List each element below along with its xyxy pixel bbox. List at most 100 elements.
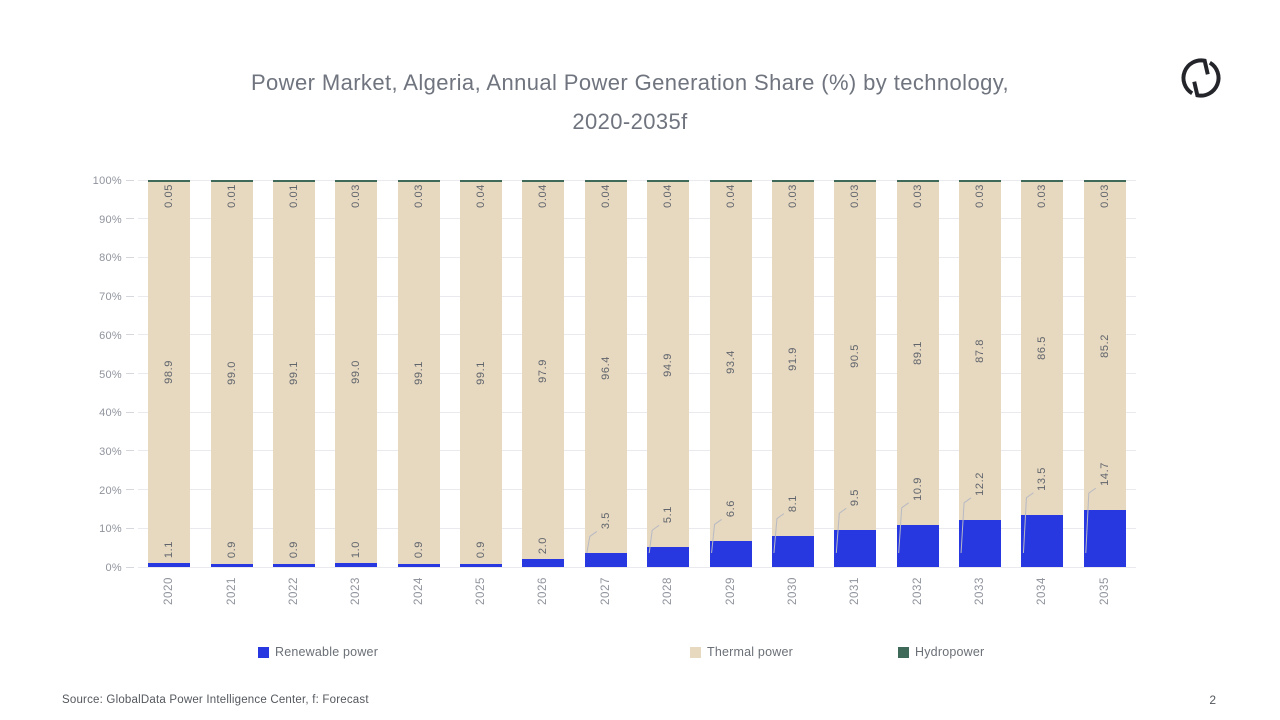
gridline — [138, 179, 1136, 181]
segment-renewable — [335, 563, 378, 567]
renewable-value-label: 6.6 — [724, 500, 737, 518]
segment-renewable — [771, 535, 814, 567]
thermal-value-label: 90.5 — [849, 344, 862, 368]
segment-renewable — [1021, 514, 1064, 567]
thermal-swatch-icon — [690, 646, 701, 658]
x-axis-label: 2028 — [662, 577, 675, 605]
segment-renewable — [1083, 510, 1126, 567]
renewable-value-label: 3.5 — [599, 512, 612, 530]
segment-thermal — [210, 181, 253, 564]
segment-renewable — [959, 519, 1002, 567]
generation-share-chart: 0% 10% 20% 30% 40% 50% 60% 70% 80% 90% 100% 0.05 98.… — [93, 175, 1136, 605]
segment-renewable — [397, 563, 440, 567]
y-axis-label: 40% — [99, 407, 122, 420]
bar-2033: 0.03 87.8 12.2 2033 — [949, 180, 1011, 605]
segment-renewable — [834, 530, 877, 567]
renewable-value-label: 2.0 — [537, 537, 550, 555]
bar-2035: 0.03 85.2 14.7 2035 — [1074, 180, 1136, 605]
x-axis-label: 2021 — [225, 577, 238, 605]
bar-2029: 0.04 93.4 6.6 2029 — [699, 180, 761, 605]
renewable-value-label: 1.1 — [163, 540, 176, 558]
legend-item-thermal: Thermal power — [690, 645, 793, 659]
renewable-value-label: 12.2 — [974, 471, 987, 496]
gridline — [138, 527, 1136, 529]
renewable-value-label: 10.9 — [911, 477, 924, 501]
segment-renewable — [210, 563, 253, 567]
segment-hydropower — [335, 180, 378, 182]
x-axis-label: 2032 — [911, 577, 924, 605]
thermal-value-label: 99.0 — [350, 360, 363, 385]
bar-2027: 0.04 96.4 3.5 2027 — [575, 180, 637, 605]
segment-thermal — [272, 181, 315, 564]
renewable-value-label: 5.1 — [662, 506, 675, 524]
segment-hydropower — [771, 180, 814, 182]
y-axis-tick — [126, 450, 134, 452]
legend-item-renewable: Renewable power — [258, 645, 378, 659]
y-axis-label: 10% — [99, 523, 122, 536]
legend-label-hydro: Hydropower — [915, 645, 985, 659]
gridline — [138, 411, 1136, 413]
bar-2022: 0.01 99.1 0.9 2022 — [263, 180, 325, 605]
renewable-swatch-icon — [258, 646, 269, 658]
bar-2034: 0.03 86.5 13.5 2034 — [1011, 180, 1073, 605]
y-axis-label: 60% — [99, 329, 122, 342]
legend-label-renewable: Renewable power — [275, 645, 379, 659]
y-axis-tick — [126, 527, 134, 529]
stacked-bar — [460, 180, 503, 567]
segment-hydropower — [397, 180, 440, 182]
stacked-bar — [771, 180, 814, 567]
segment-thermal — [834, 181, 877, 531]
x-axis-label: 2027 — [599, 577, 612, 605]
hydro-swatch-icon — [898, 646, 909, 658]
segment-hydropower — [148, 180, 191, 182]
thermal-value-label: 99.1 — [475, 360, 488, 385]
segment-thermal — [522, 181, 565, 560]
stacked-bar — [148, 180, 191, 567]
thermal-value-label: 86.5 — [1036, 336, 1049, 361]
renewable-value-label: 0.9 — [412, 541, 425, 559]
segment-thermal — [1021, 181, 1064, 515]
segment-renewable — [272, 563, 315, 567]
renewable-value-label: 9.5 — [849, 489, 862, 507]
gridline — [138, 566, 1136, 568]
segment-hydropower — [834, 180, 877, 182]
y-axis-tick — [126, 179, 134, 181]
stacked-bar — [397, 180, 440, 567]
x-axis-label: 2023 — [350, 577, 363, 605]
stacked-bar — [834, 180, 877, 567]
bar-2020: 0.05 98.9 1.1 2020 — [138, 180, 200, 605]
y-axis-label: 100% — [92, 175, 122, 187]
x-axis-label: 2029 — [724, 577, 737, 605]
x-axis-label: 2026 — [537, 577, 550, 605]
bar-2028: 0.04 94.9 5.1 2028 — [637, 180, 699, 605]
legend-item-hydro: Hydropower — [898, 645, 984, 659]
segment-thermal — [335, 181, 378, 564]
stacked-bar — [709, 180, 752, 567]
y-axis-tick — [126, 566, 134, 568]
x-axis-label: 2022 — [287, 577, 300, 605]
globaldata-logo-icon — [1181, 58, 1221, 98]
stacked-bar — [647, 180, 690, 567]
page-title: Power Market, Algeria, Annual Power Gene… — [250, 70, 1010, 134]
thermal-value-label: 87.8 — [974, 338, 987, 363]
segment-renewable — [460, 563, 503, 567]
renewable-value-label: 1.0 — [350, 541, 363, 559]
gridline — [138, 295, 1136, 297]
segment-hydropower — [647, 180, 690, 182]
segment-thermal — [1083, 181, 1126, 511]
bar-2032: 0.03 89.1 10.9 2032 — [887, 180, 949, 605]
segment-renewable — [584, 553, 627, 567]
y-axis-label: 90% — [99, 213, 122, 226]
renewable-value-label: 0.9 — [287, 541, 300, 559]
segment-hydropower — [272, 180, 315, 182]
stacked-bar — [584, 180, 627, 567]
y-axis-label: 70% — [99, 291, 122, 304]
renewable-value-label: 13.5 — [1036, 466, 1049, 491]
thermal-value-label: 98.9 — [163, 360, 176, 385]
renewable-value-label: 0.9 — [225, 541, 238, 559]
y-axis-label: 50% — [99, 368, 122, 381]
gridline — [138, 489, 1136, 491]
bar-2031: 0.03 90.5 9.5 2031 — [824, 180, 886, 605]
segment-renewable — [522, 559, 565, 567]
